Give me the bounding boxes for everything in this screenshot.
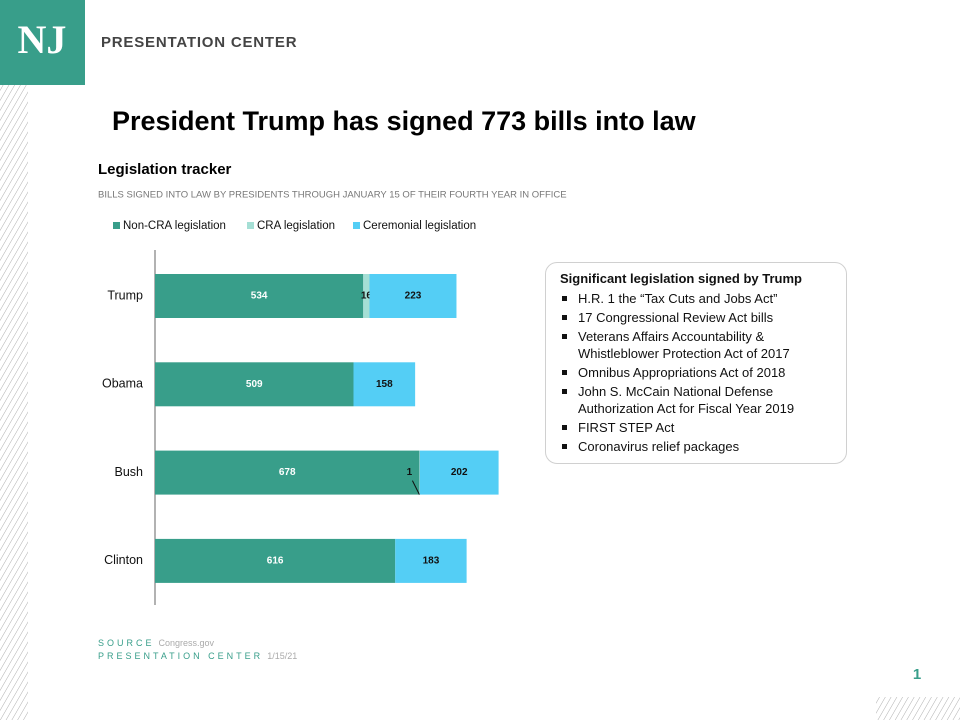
bar-segment (155, 274, 364, 318)
bar-segment (155, 450, 420, 495)
data-label: 202 (451, 467, 468, 478)
sidebar: Significant legislation signed by Trump … (545, 262, 847, 464)
source-value: Congress.gov (159, 638, 215, 648)
logo-box (0, 0, 85, 85)
sidebar-item: FIRST STEP Act (560, 419, 834, 436)
sidebar-item: Coronavirus relief packages (560, 438, 834, 455)
page-number: 1 (913, 666, 921, 683)
bar-segment (353, 362, 416, 407)
bar-segment (369, 274, 457, 318)
y-tick-label: Bush (115, 465, 144, 479)
sidebar-title: Significant legislation signed by Trump (560, 271, 802, 286)
sidebar-item: H.R. 1 the “Tax Cuts and Jobs Act” (560, 290, 834, 307)
source: SOURCE Congress.gov (98, 638, 215, 648)
legend-label: Non-CRA legislation (123, 220, 226, 232)
y-tick-label: Clinton (104, 553, 143, 567)
slide-title: President Trump has signed 773 bills int… (112, 106, 697, 136)
legend-label: Ceremonial legislation (363, 220, 476, 232)
data-label: 1 (407, 467, 413, 478)
data-label: 678 (279, 467, 296, 478)
credit-label: PRESENTATION CENTER (98, 651, 263, 661)
brand: PRESENTATION CENTER (101, 34, 297, 51)
legend-swatch (247, 222, 254, 229)
legend-swatch (113, 222, 120, 229)
sidebar-item: Omnibus Appropriations Act of 2018 (560, 364, 834, 381)
sidebar-list: H.R. 1 the “Tax Cuts and Jobs Act” 17 Con… (560, 290, 834, 455)
legend-label: CRA legislation (257, 220, 335, 232)
data-label: 616 (267, 556, 284, 567)
data-label: 183 (423, 556, 440, 567)
data-label: 16 (361, 291, 373, 302)
bar-segment (155, 538, 396, 583)
bar-segment (363, 274, 370, 318)
date: 1/15/21 (267, 651, 297, 661)
y-tick-label: Trump (107, 288, 143, 302)
leader-line (411, 480, 420, 495)
source-label: SOURCE (98, 638, 155, 648)
credit: PRESENTATION CENTER 1/15/21 (98, 651, 297, 661)
data-label: 158 (376, 379, 393, 390)
logo: NJ (18, 17, 67, 62)
y-tick-label: Obama (102, 377, 143, 391)
sidebar-item: Veterans Affairs Accountability & Whistl… (560, 328, 834, 362)
chart-title: Legislation tracker (98, 161, 232, 178)
bar-segment (155, 362, 354, 407)
data-label: 223 (405, 291, 422, 302)
hatch-decoration (0, 85, 28, 720)
hatch-decoration (876, 697, 960, 720)
data-label: 534 (251, 291, 268, 302)
bar-segment (419, 450, 499, 495)
sidebar-item: 17 Congressional Review Act bills (560, 309, 834, 326)
chart-subtitle: BILLS SIGNED INTO LAW BY PRESIDENTS THRO… (98, 190, 567, 201)
data-label: 509 (246, 379, 263, 390)
legend-swatch (353, 222, 360, 229)
bar-segment (395, 538, 467, 583)
sidebar-item: John S. McCain National Defense Authoriz… (560, 383, 834, 417)
